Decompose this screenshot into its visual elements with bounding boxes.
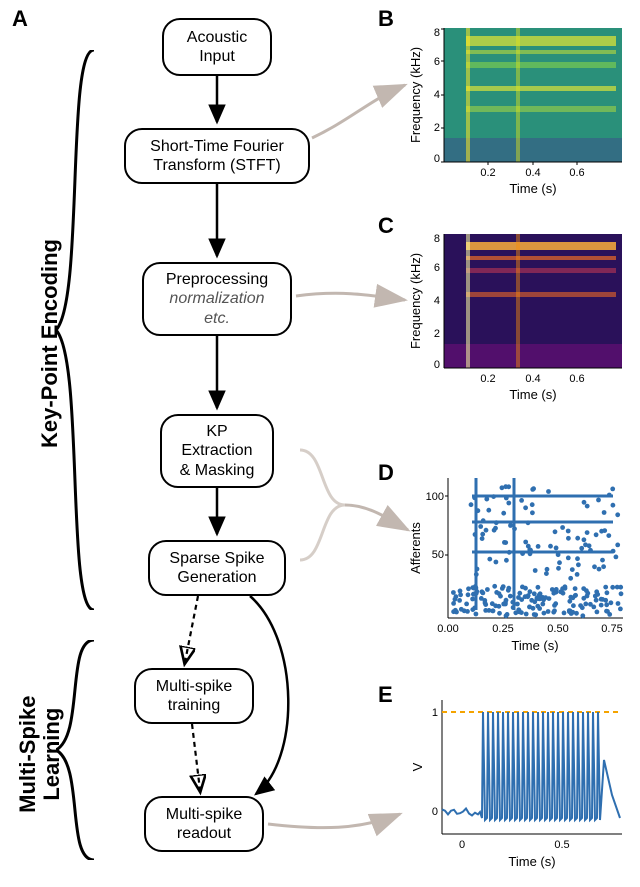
svg-text:0: 0 <box>432 806 438 818</box>
box-preprocessing: Preprocessing normalization etc. <box>142 262 292 336</box>
svg-text:0.5: 0.5 <box>554 839 569 851</box>
panel-label-c: C <box>378 213 394 239</box>
box-preprocess-italic2: etc. <box>204 309 230 328</box>
box-stft: Short-Time Fourier Transform (STFT) <box>124 128 310 184</box>
svg-text:0.4: 0.4 <box>525 167 540 179</box>
chart-d-scatter: 50 100 0.00 0.25 0.50 0.75 Time (s) Afferent… <box>408 472 630 662</box>
chartD-xlabel: Time (s) <box>511 638 558 653</box>
chartC-xlabel: Time (s) <box>509 387 556 402</box>
box-stft-line2: Transform (STFT) <box>153 156 280 175</box>
section-label-ms-learning: Multi-SpikeLearning <box>16 674 64 834</box>
panel-label-d: D <box>378 460 394 486</box>
svg-text:0.00: 0.00 <box>437 623 458 635</box>
svg-text:6: 6 <box>434 56 440 68</box>
section-label-kp-encoding: Key-Point Encoding <box>37 208 63 448</box>
chart-e-trace: 0 1 0 0.5 Time (s) V <box>408 694 630 874</box>
box-multi-spike-readout: Multi-spike readout <box>144 796 264 852</box>
chartB-ylabel: Frequency (kHz) <box>408 47 423 143</box>
chartE-xlabel: Time (s) <box>508 854 555 869</box>
box-kp-line3: & Masking <box>180 461 255 480</box>
box-preprocess-italic1: normalization <box>169 289 264 308</box>
box-readout-line1: Multi-spike <box>166 805 242 824</box>
chartE-ylabel: V <box>410 762 425 771</box>
svg-text:100: 100 <box>426 491 444 503</box>
svg-text:4: 4 <box>434 295 440 307</box>
chartD-ylabel: Afferents <box>408 522 423 574</box>
panel-label-e: E <box>378 682 393 708</box>
chartC-ylabel: Frequency (kHz) <box>408 253 423 349</box>
svg-text:0.2: 0.2 <box>480 167 495 179</box>
svg-text:0.6: 0.6 <box>569 167 584 179</box>
box-readout-line2: readout <box>177 824 231 843</box>
svg-text:0: 0 <box>434 359 440 371</box>
svg-text:6: 6 <box>434 262 440 274</box>
box-kp-line2: Extraction <box>181 441 252 460</box>
panel-label-b: B <box>378 6 394 32</box>
svg-text:2: 2 <box>434 122 440 134</box>
svg-text:0.4: 0.4 <box>525 373 540 385</box>
svg-text:0.75: 0.75 <box>601 623 622 635</box>
svg-text:0.6: 0.6 <box>569 373 584 385</box>
box-acoustic-line2: Input <box>199 47 235 66</box>
svg-text:0.2: 0.2 <box>480 373 495 385</box>
chart-c-spectrogram: 0 2 4 6 8 0.2 0.4 0.6 Time (s) Frequency (kHz) <box>408 228 630 408</box>
box-train-line1: Multi-spike <box>156 677 232 696</box>
box-acoustic-input: Acoustic Input <box>162 18 272 76</box>
svg-text:0: 0 <box>434 153 440 165</box>
chartB-xlabel: Time (s) <box>509 181 556 196</box>
box-preprocess-line1: Preprocessing <box>166 270 268 289</box>
box-sparse-line1: Sparse Spike <box>169 549 264 568</box>
brace-kp-encoding <box>56 50 106 610</box>
box-stft-line1: Short-Time Fourier <box>150 137 284 156</box>
svg-text:2: 2 <box>434 328 440 340</box>
box-sparse-spike: Sparse Spike Generation <box>148 540 286 596</box>
svg-text:0: 0 <box>459 839 465 851</box>
svg-text:4: 4 <box>434 89 440 101</box>
box-kp-line1: KP <box>206 422 227 441</box>
panel-label-a: A <box>12 6 28 32</box>
box-acoustic-line1: Acoustic <box>187 28 247 47</box>
svg-text:8: 8 <box>434 27 440 39</box>
box-kp-extraction: KP Extraction & Masking <box>160 414 274 488</box>
svg-text:8: 8 <box>434 233 440 245</box>
box-multi-spike-training: Multi-spike training <box>134 668 254 724</box>
svg-text:0.25: 0.25 <box>492 623 513 635</box>
chart-b-spectrogram: 0 2 4 6 8 0.2 0.4 0.6 Time (s) Frequency (kHz) <box>408 22 630 202</box>
svg-text:1: 1 <box>432 707 438 719</box>
svg-text:50: 50 <box>432 549 444 561</box>
box-sparse-line2: Generation <box>177 568 256 587</box>
svg-text:0.50: 0.50 <box>547 623 568 635</box>
box-train-line2: training <box>168 696 220 715</box>
